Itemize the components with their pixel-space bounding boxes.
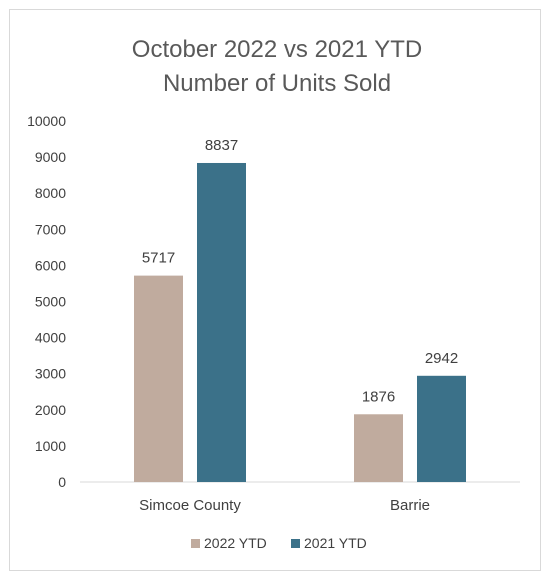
y-tick-label: 9000: [35, 149, 66, 165]
y-tick-label: 0: [58, 474, 66, 490]
x-axis-categories: Simcoe County Barrie: [139, 497, 430, 514]
y-tick-label: 3000: [35, 366, 66, 382]
x-category-label: Simcoe County: [139, 497, 241, 514]
data-label: 8837: [205, 137, 238, 154]
y-tick-label: 6000: [35, 257, 66, 273]
y-tick-label: 4000: [35, 330, 66, 346]
y-tick-label: 2000: [35, 402, 66, 418]
y-tick-label: 1000: [35, 438, 66, 454]
chart-title-line-2: Number of Units Sold: [163, 70, 391, 97]
data-label: 5717: [142, 250, 175, 267]
y-axis: 0 1000 2000 3000 4000 5000 6000 7000 8000 9000 100…: [27, 113, 66, 490]
legend-label: 2021 YTD: [304, 535, 367, 551]
data-label: 1876: [362, 388, 395, 405]
y-tick-label: 7000: [35, 221, 66, 237]
legend-swatch: [291, 539, 300, 548]
legend: 2022 YTD 2021 YTD: [191, 535, 367, 551]
chart-title-line-1: October 2022 vs 2021 YTD: [132, 36, 422, 63]
data-label: 2942: [425, 350, 458, 367]
chart-title: October 2022 vs 2021 YTD Number of Units…: [132, 36, 422, 97]
y-tick-label: 8000: [35, 185, 66, 201]
data-labels: 5717 8837 1876 2942: [142, 137, 458, 405]
bar-2022-barrie: [354, 414, 403, 482]
bar-2022-simcoe-county: [134, 275, 183, 482]
y-tick-label: 5000: [35, 294, 66, 310]
bars: [134, 162, 466, 482]
bar-2021-simcoe-county: [197, 162, 246, 482]
bar-2021-barrie: [417, 375, 466, 482]
legend-label: 2022 YTD: [204, 535, 267, 551]
legend-swatch: [191, 539, 200, 548]
x-category-label: Barrie: [390, 497, 430, 514]
y-tick-label: 10000: [27, 113, 66, 129]
